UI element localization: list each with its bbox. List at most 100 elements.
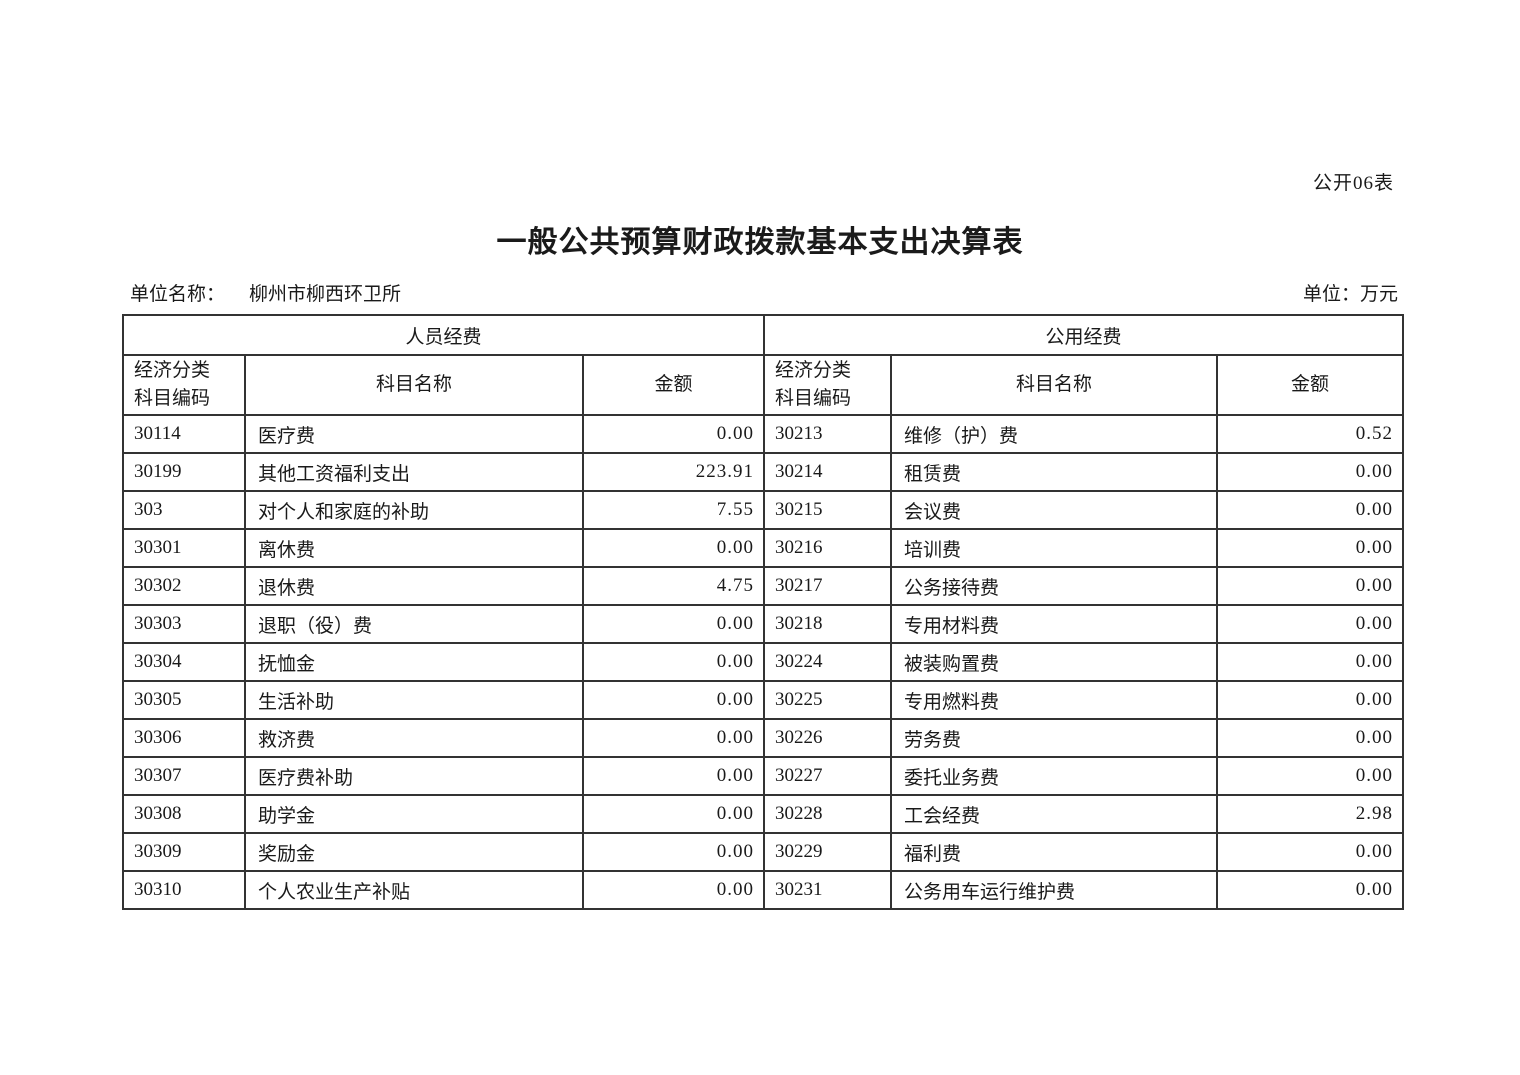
right-name-cell: 劳务费 [890,718,1219,758]
column-header-row: 经济分类 科目编码 科目名称 金额 经济分类 科目编码 科目名称 金额 [122,354,1405,416]
left-code-cell: 30301 [122,528,246,568]
right-amount-cell: 0.00 [1216,718,1405,758]
right-code-cell: 30215 [763,490,893,530]
left-code-cell: 30303 [122,604,246,644]
right-amount-cell: 0.00 [1216,870,1405,910]
table-row: 30308 助学金 0.00 30228 工会经费 2.98 [122,794,1405,834]
right-code-cell: 30224 [763,642,893,682]
right-amount-cell: 0.00 [1216,528,1405,568]
left-name-cell: 个人农业生产补贴 [244,870,584,910]
unit-name-block: 单位名称： 柳州市柳西环卫所 [130,279,401,306]
left-name-cell: 医疗费 [244,414,584,454]
table-row: 30199 其他工资福利支出 223.91 30214 租赁费 0.00 [122,452,1405,492]
table-row: 30310 个人农业生产补贴 0.00 30231 公务用车运行维护费 0.00 [122,870,1405,910]
table-body: 30114 医疗费 0.00 30213 维修（护）费 0.52 30199 其他工资福利支出… [122,414,1405,910]
right-code-cell: 30214 [763,452,893,492]
right-name-cell: 委托业务费 [890,756,1219,796]
right-code-header-line1: 经济分类 [775,360,852,381]
budget-table: 人员经费 公用经费 经济分类 科目编码 科目名称 金额 经济分类 科目编码 科目… [121,314,1405,910]
left-amount-cell: 0.00 [581,680,766,720]
left-code-cell: 30309 [122,832,246,872]
right-code-cell: 30229 [763,832,893,872]
right-code-cell: 30218 [763,604,893,644]
table-header: 人员经费 公用经费 经济分类 科目编码 科目名称 金额 经济分类 科目编码 科目… [121,314,1405,416]
right-code-cell: 30217 [763,566,893,606]
left-name-cell: 医疗费补助 [244,756,584,796]
unit-name-label: 单位名称： [130,284,226,305]
table-row: 30307 医疗费补助 0.00 30227 委托业务费 0.00 [122,756,1405,796]
right-amount-cell: 0.00 [1216,756,1405,796]
right-code-header: 经济分类 科目编码 [763,354,893,416]
left-amount-cell: 223.91 [581,452,766,492]
left-name-cell: 对个人和家庭的补助 [244,490,584,530]
right-amount-cell: 2.98 [1216,794,1405,834]
left-name-cell: 退休费 [244,566,584,606]
table-row: 30301 离休费 0.00 30216 培训费 0.00 [122,528,1405,568]
right-amount-cell: 0.00 [1216,490,1405,530]
left-amount-header: 金额 [581,354,766,416]
right-code-cell: 30227 [763,756,893,796]
right-amount-header: 金额 [1216,354,1405,416]
right-amount-cell: 0.00 [1216,832,1405,872]
left-code-header: 经济分类 科目编码 [122,354,246,416]
right-code-header-line2: 科目编码 [775,388,852,409]
left-name-cell: 离休费 [244,528,584,568]
left-amount-cell: 0.00 [581,718,766,758]
right-amount-cell: 0.00 [1216,680,1405,720]
left-code-cell: 30305 [122,680,246,720]
left-code-cell: 30307 [122,756,246,796]
left-name-header: 科目名称 [244,354,584,416]
table-row: 30305 生活补助 0.00 30225 专用燃料费 0.00 [122,680,1405,720]
left-amount-cell: 0.00 [581,528,766,568]
right-name-cell: 培训费 [890,528,1219,568]
right-name-cell: 维修（护）费 [890,414,1219,454]
left-code-cell: 30306 [122,718,246,758]
left-section-title: 人员经费 [121,314,766,356]
left-code-cell: 30308 [122,794,246,834]
right-code-cell: 30213 [763,414,893,454]
page-title: 一般公共预算财政拨款基本支出决算表 [496,226,1024,259]
right-amount-cell: 0.00 [1216,452,1405,492]
right-name-cell: 会议费 [890,490,1219,530]
meta-row: 单位名称： 柳州市柳西环卫所 单位：万元 [130,279,1398,306]
right-amount-cell: 0.00 [1216,604,1405,644]
table-row: 303 对个人和家庭的补助 7.55 30215 会议费 0.00 [122,490,1405,530]
left-code-cell: 303 [122,490,246,530]
left-code-header-line2: 科目编码 [134,388,211,409]
table-row: 30302 退休费 4.75 30217 公务接待费 0.00 [122,566,1405,606]
right-name-cell: 专用燃料费 [890,680,1219,720]
table-row: 30114 医疗费 0.00 30213 维修（护）费 0.52 [122,414,1405,454]
left-name-cell: 奖励金 [244,832,584,872]
right-code-cell: 30216 [763,528,893,568]
left-amount-cell: 0.00 [581,604,766,644]
table-row: 30303 退职（役）费 0.00 30218 专用材料费 0.00 [122,604,1405,644]
table-row: 30309 奖励金 0.00 30229 福利费 0.00 [122,832,1405,872]
left-code-cell: 30302 [122,566,246,606]
right-code-cell: 30228 [763,794,893,834]
left-name-cell: 抚恤金 [244,642,584,682]
left-name-cell: 救济费 [244,718,584,758]
left-code-cell: 30310 [122,870,246,910]
left-code-cell: 30304 [122,642,246,682]
right-name-cell: 工会经费 [890,794,1219,834]
left-amount-cell: 0.00 [581,756,766,796]
right-amount-cell: 0.00 [1216,566,1405,606]
right-name-cell: 福利费 [890,832,1219,872]
left-name-cell: 退职（役）费 [244,604,584,644]
left-amount-cell: 7.55 [581,490,766,530]
left-amount-cell: 0.00 [581,414,766,454]
left-amount-cell: 0.00 [581,832,766,872]
left-code-cell: 30114 [122,414,246,454]
right-name-cell: 被装购置费 [890,642,1219,682]
unit-name-value: 柳州市柳西环卫所 [249,284,402,305]
left-amount-cell: 0.00 [581,794,766,834]
right-name-header: 科目名称 [890,354,1219,416]
left-amount-cell: 0.00 [581,642,766,682]
table-row: 30304 抚恤金 0.00 30224 被装购置费 0.00 [122,642,1405,682]
left-amount-cell: 4.75 [581,566,766,606]
left-amount-cell: 0.00 [581,870,766,910]
right-name-cell: 公务用车运行维护费 [890,870,1219,910]
right-code-cell: 30225 [763,680,893,720]
section-title-row: 人员经费 公用经费 [121,314,1405,356]
